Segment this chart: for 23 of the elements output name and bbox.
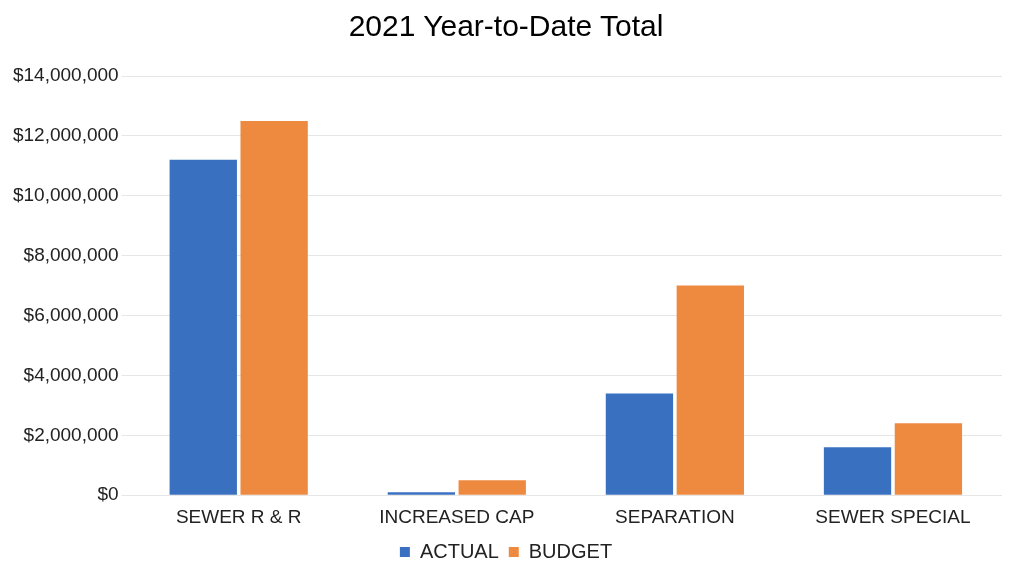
bar [605, 393, 674, 495]
y-tick-label: $4,000,000 [23, 363, 119, 385]
y-tick-label: $10,000,000 [12, 184, 119, 206]
y-tick-label: $6,000,000 [23, 303, 119, 325]
y-tick-label: $0 [97, 483, 119, 505]
y-tick-label: $12,000,000 [12, 124, 119, 146]
bar [894, 423, 963, 495]
x-tick-label: SEWER R & R [175, 505, 302, 527]
bar [387, 492, 456, 495]
chart-title: 2021 Year-to-Date Total [348, 9, 664, 43]
y-tick-label: $14,000,000 [12, 64, 119, 86]
legend-label: BUDGET [528, 539, 613, 562]
bar [458, 480, 526, 495]
legend-label: ACTUAL [419, 539, 499, 562]
x-tick-label: INCREASED CAP [379, 505, 535, 527]
bar [823, 447, 892, 495]
bar [169, 159, 237, 495]
bar [676, 285, 744, 495]
y-tick-label: $2,000,000 [23, 423, 119, 445]
y-tick-label: $8,000,000 [23, 243, 119, 265]
x-tick-label: SEPARATION [615, 505, 735, 527]
x-tick-label: SEWER SPECIAL [815, 505, 971, 527]
bar [240, 120, 308, 495]
